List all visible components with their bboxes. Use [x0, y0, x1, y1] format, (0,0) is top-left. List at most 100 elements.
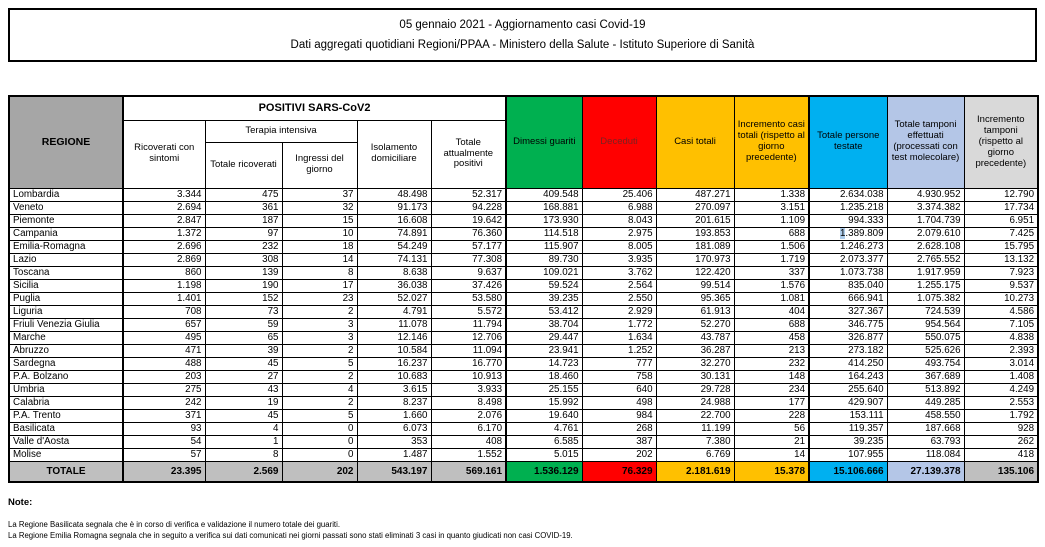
- value-cell: 550.075: [886, 330, 965, 345]
- value-cell: 3: [281, 330, 358, 345]
- value-cell: 777: [581, 356, 657, 371]
- value-cell: 139: [204, 265, 283, 280]
- value-cell: 2.847: [122, 213, 206, 228]
- title-line2: Dati aggregati quotidiani Regioni/PPAA -…: [290, 39, 755, 52]
- value-cell: 2.765.552: [886, 252, 965, 267]
- value-cell: 1.634: [581, 330, 657, 345]
- notes-heading: Note:: [8, 497, 33, 508]
- covid-data-table: REGIONE POSITIVI SARS-CoV2 Dimessi guari…: [8, 95, 1040, 483]
- value-cell: 228: [733, 408, 810, 423]
- region-name: Campania: [8, 226, 124, 241]
- region-name: Calabria: [8, 395, 124, 410]
- region-name: Liguria: [8, 304, 124, 319]
- totale-cell: 15.106.666: [808, 460, 888, 483]
- value-cell: 5.015: [505, 447, 583, 462]
- value-cell: 52.270: [655, 317, 735, 332]
- col-header-totale-ricoverati: Totale ricoverati: [204, 141, 283, 189]
- value-cell: 190: [204, 278, 283, 293]
- notes-lines: La Regione Basilicata segnala che è in c…: [8, 520, 1037, 541]
- value-cell: 1.372: [122, 226, 206, 241]
- totale-cell: 2.181.619: [655, 460, 735, 483]
- table-row: Veneto 2.694 361 32 91.173 94.228 168.881 6.988…: [8, 200, 1039, 215]
- value-cell: 19: [204, 395, 283, 410]
- region-name: Piemonte: [8, 213, 124, 228]
- table-row: Calabria 242 19 2 8.237 8.498 15.992 498 24.988 1…: [8, 395, 1039, 410]
- value-cell: 19.642: [430, 213, 507, 228]
- value-cell: 53.580: [430, 291, 507, 306]
- col-header-ingressi-giorno: Ingressi del giorno: [281, 141, 358, 189]
- value-cell: 2.076: [430, 408, 507, 423]
- value-cell: 1.408: [963, 369, 1039, 384]
- value-cell: 38.704: [505, 317, 583, 332]
- value-cell: 77.308: [430, 252, 507, 267]
- region-name: Emilia-Romagna: [8, 239, 124, 254]
- region-name: Sardegna: [8, 356, 124, 371]
- region-name: Umbria: [8, 382, 124, 397]
- value-cell: 2.564: [581, 278, 657, 293]
- value-cell: 56: [733, 421, 810, 436]
- value-cell: 404: [733, 304, 810, 319]
- value-cell: 1.073.738: [808, 265, 888, 280]
- table-row: Piemonte 2.847 187 15 16.608 19.642 173.930 8.0…: [8, 213, 1039, 228]
- value-cell: 525.626: [886, 343, 965, 358]
- value-cell: 61.913: [655, 304, 735, 319]
- value-cell: 1.389.809: [808, 226, 888, 241]
- value-cell: 1.198: [122, 278, 206, 293]
- value-cell: 3.374.382: [886, 200, 965, 215]
- value-cell: 39.235: [505, 291, 583, 306]
- table-row: Basilicata 93 4 0 6.073 6.170 4.761 268 11.199 56…: [8, 421, 1039, 436]
- value-cell: 8: [281, 265, 358, 280]
- value-cell: 6.170: [430, 421, 507, 436]
- value-cell: 232: [204, 239, 283, 254]
- value-cell: 1.506: [733, 239, 810, 254]
- value-cell: 835.040: [808, 278, 888, 293]
- value-cell: 36.287: [655, 343, 735, 358]
- totale-cell: 543.197: [356, 460, 432, 483]
- value-cell: 1.255.175: [886, 278, 965, 293]
- value-cell: 57.177: [430, 239, 507, 254]
- value-cell: 7.105: [963, 317, 1039, 332]
- value-cell: 168.881: [505, 200, 583, 215]
- value-cell: 2.079.610: [886, 226, 965, 241]
- value-cell: 13.132: [963, 252, 1039, 267]
- value-cell: 232: [733, 356, 810, 371]
- value-cell: 91.173: [356, 200, 432, 215]
- notes-section: Note: La Regione Basilicata segnala che …: [8, 497, 1037, 541]
- value-cell: 95.365: [655, 291, 735, 306]
- value-cell: 657: [122, 317, 206, 332]
- value-cell: 48.498: [356, 187, 432, 202]
- value-cell: 203: [122, 369, 206, 384]
- table-body: Lombardia 3.344 475 37 48.498 52.317 409.548 25…: [8, 187, 1039, 462]
- value-cell: 493.754: [886, 356, 965, 371]
- value-cell: 4.838: [963, 330, 1039, 345]
- value-cell: 458: [733, 330, 810, 345]
- totale-cell: 569.161: [430, 460, 507, 483]
- totale-cell: 1.536.129: [505, 460, 583, 483]
- value-cell: 63.793: [886, 434, 965, 449]
- group-header-positivi: POSITIVI SARS-CoV2: [121, 95, 507, 121]
- value-cell: 954.564: [886, 317, 965, 332]
- highlighted-char: 1: [839, 227, 846, 239]
- value-cell: 6.769: [655, 447, 735, 462]
- value-cell: 242: [122, 395, 206, 410]
- table-row: P.A. Trento 371 45 5 1.660 2.076 19.640 984 22.7…: [8, 408, 1039, 423]
- value-cell: 11.199: [655, 421, 735, 436]
- value-cell: 7.380: [655, 434, 735, 449]
- value-cell: 118.084: [886, 447, 965, 462]
- value-cell: 23: [281, 291, 358, 306]
- value-cell: 1.487: [356, 447, 432, 462]
- value-cell: 74.891: [356, 226, 432, 241]
- value-cell: 2.393: [963, 343, 1039, 358]
- value-cell: 1.338: [733, 187, 810, 202]
- totale-cell: 2.569: [204, 460, 283, 483]
- value-cell: 8.638: [356, 265, 432, 280]
- value-cell: 25.406: [581, 187, 657, 202]
- value-cell: 15.795: [963, 239, 1039, 254]
- value-cell: 1.246.273: [808, 239, 888, 254]
- value-cell: 5: [281, 356, 358, 371]
- value-cell: 10.273: [963, 291, 1039, 306]
- value-cell: 57: [122, 447, 206, 462]
- value-cell: 1.792: [963, 408, 1039, 423]
- value-cell: 860: [122, 265, 206, 280]
- value-cell: 758: [581, 369, 657, 384]
